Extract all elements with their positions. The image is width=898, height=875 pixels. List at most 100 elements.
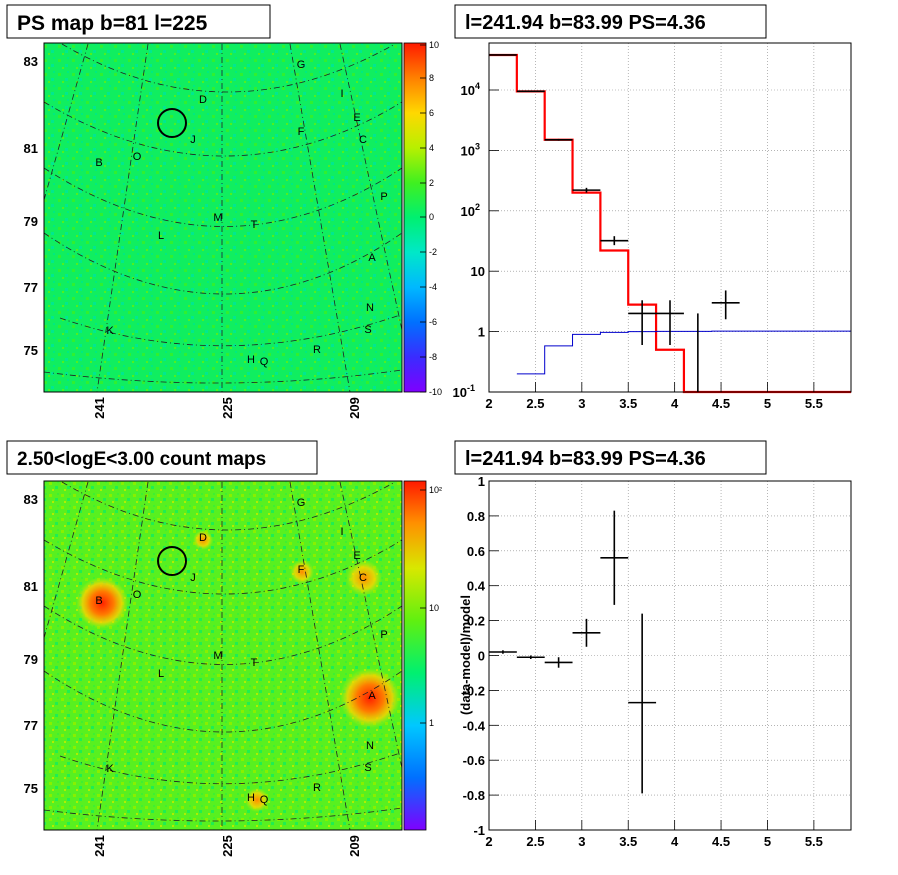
source-label-q: Q [260,356,269,368]
y-tick-label: 102 [461,202,480,219]
source-label-m: M [213,650,222,662]
source-d-hotspot [193,530,213,550]
colorbar-tick-label: 10² [429,485,442,495]
count-map-selection-circle [157,546,187,576]
residual-point [516,655,545,659]
data-point [600,236,629,246]
spectrum-frame [488,42,852,393]
spectrum-title-box [454,4,767,39]
count-map-colorbar-ticks: 10² 10 1 [420,485,442,728]
y-tick-label: 104 [461,81,480,98]
colorbar-tick-label: 6 [429,108,434,118]
source-label-s: S [364,324,371,336]
map-y-tick: 81 [24,579,38,594]
background-step-line [516,330,851,375]
source-label-e: E [353,112,360,124]
colorbar-tick-label: 4 [429,143,434,153]
x-tick-label: 2.5 [526,396,544,411]
x-tick-label: 4 [671,834,679,849]
map-x-tick: 241 [92,835,107,857]
spectrum-panel: l=241.94 b=83.99 PS=4.36 2 2.5 3 3.5 4 4.5 5 5.… [453,4,852,411]
data-point [711,290,740,320]
y-tick-label: 0.4 [467,579,486,594]
residual-panel: l=241.94 b=83.99 PS=4.36 (data-model)/mo… [454,440,852,849]
spectrum-title: l=241.94 b=83.99 PS=4.36 [465,12,706,34]
source-label-i: I [340,88,343,100]
count-map-image [44,481,402,830]
colorbar-tick-label: -4 [429,282,437,292]
map-x-tick: 209 [347,397,362,419]
count-map-source-labels: G I D E J F C O B P M T L A NS K H Q R [95,497,387,806]
source-label-q: Q [260,794,269,806]
source-label-c: C [359,134,367,146]
map-x-tick: 225 [220,835,235,857]
residual-point [489,650,517,654]
map-x-tick: 209 [347,835,362,857]
colorbar-tick-label: 10 [429,603,439,613]
source-label-g: G [297,497,306,509]
map-x-tick: 225 [220,397,235,419]
map-y-tick: 79 [24,652,38,667]
x-tick-label: 5.5 [805,396,823,411]
source-a-hotspot [340,668,400,728]
x-tick-label: 2 [485,396,492,411]
source-label-r: R [313,782,321,794]
source-label-k: K [106,763,114,775]
source-label-d: D [199,532,207,544]
y-tick-label: 0.8 [467,509,485,524]
colorbar-tick-label: -2 [429,247,437,257]
ps-map-selection-circle [157,108,187,138]
ps-map-panel: PS map b=81 l=225 G I D E J F C O B P M T L A NS K H Q R 8… [6,4,442,419]
source-label-f: F [298,564,305,576]
y-tick-label: 10-1 [453,383,475,400]
source-label-d: D [199,94,207,106]
source-label-p: P [380,191,387,203]
source-label-k: K [106,325,114,337]
residual-point [600,510,629,605]
ps-map-source-labels: G I D E J F C O B P M T L A NS K H Q R [95,59,387,368]
y-tick-label: -0.2 [463,683,485,698]
source-b-hotspot [76,577,128,629]
source-label-t: T [251,657,258,669]
y-tick-label: 1 [478,325,485,340]
source-label-e: E [353,550,360,562]
residual-plot: 2 2.5 3 3.5 4 4.5 5 5.5 1 0.8 0.6 0.4 0.2 0 -0.2 -0.4 -0… [463,474,852,849]
source-label-h: H [247,792,255,804]
ps-map-colorbar-ticks: 10 8 6 4 2 0 -2 -4 -6 -8 -10 [420,40,442,397]
source-label-a: A [368,690,376,702]
colorbar-tick-label: 8 [429,73,434,83]
y-tick-label: -1 [473,823,485,838]
x-tick-label: 4.5 [712,834,730,849]
ps-map-title-box [6,4,271,39]
residual-y-axis-label: (data-model)/model [458,595,473,715]
residual-title-box [454,440,767,475]
map-x-tick: 241 [92,397,107,419]
x-tick-label: 5.5 [805,834,823,849]
x-tick-label: 2 [485,834,492,849]
y-tick-label: 0 [478,649,485,664]
count-map-panel: 2.50<logE<3.00 count maps G I D E J F C O B P M T L A… [6,440,442,857]
source-label-a: A [368,252,376,264]
x-tick-label: 5 [764,834,771,849]
data-point [656,300,684,345]
source-label-r: R [313,344,321,356]
y-tick-label: -0.8 [463,788,485,803]
x-tick-label: 3.5 [619,834,637,849]
residual-title: l=241.94 b=83.99 PS=4.36 [465,448,706,470]
colorbar-tick-label: 1 [429,718,434,728]
y-tick-label: 103 [461,141,480,158]
residual-point [572,618,601,647]
count-map-graticule [43,481,403,831]
y-tick-label: 10 [471,264,485,279]
source-label-s: S [364,762,371,774]
residual-point [544,657,573,668]
y-tick-label: 0.2 [467,614,485,629]
x-tick-label: 4 [671,396,679,411]
source-label-b: B [95,595,102,607]
map-y-tick: 75 [24,781,38,796]
source-label-c: C [359,572,367,584]
source-label-g: G [297,59,306,71]
ps-map-colorbar [403,42,427,393]
x-tick-label: 2.5 [526,834,544,849]
count-map-colorbar [403,480,427,831]
